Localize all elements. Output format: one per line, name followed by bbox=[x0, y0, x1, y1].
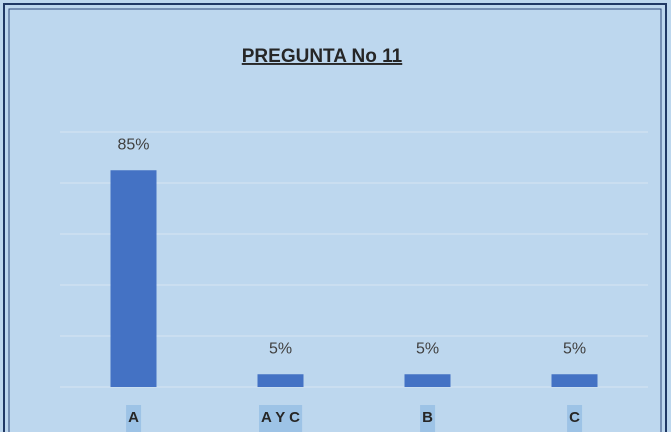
data-label: 5% bbox=[269, 340, 292, 357]
data-label: 5% bbox=[563, 340, 586, 357]
x-tick-label-bg bbox=[420, 405, 436, 432]
data-label: 5% bbox=[416, 340, 439, 357]
x-tick-label-bg bbox=[126, 405, 142, 432]
x-tick-label: A Y C bbox=[261, 409, 300, 426]
x-tick-label: C bbox=[569, 409, 580, 426]
chart-title: PREGUNTA No 11 bbox=[242, 46, 403, 67]
x-tick-label: A bbox=[128, 409, 139, 426]
x-tick-label-bg bbox=[259, 405, 303, 432]
inner-frame bbox=[8, 8, 662, 437]
data-label: 85% bbox=[117, 136, 149, 153]
x-tick-label-bg bbox=[567, 405, 583, 432]
x-tick-label: B bbox=[422, 409, 433, 426]
bar bbox=[110, 170, 157, 387]
frame bbox=[3, 3, 667, 437]
bar bbox=[404, 374, 451, 387]
bar bbox=[257, 374, 304, 387]
bar bbox=[551, 374, 598, 387]
